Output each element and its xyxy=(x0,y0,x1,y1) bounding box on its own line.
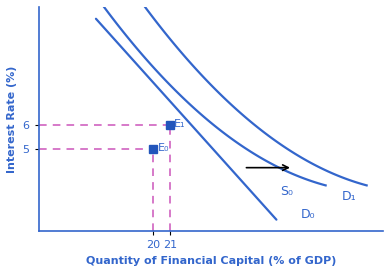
Y-axis label: Interest Rate (%): Interest Rate (%) xyxy=(7,66,17,173)
Text: S₀: S₀ xyxy=(280,185,292,198)
Text: D₁: D₁ xyxy=(342,189,357,203)
Text: E₀: E₀ xyxy=(158,143,169,153)
Text: E₁: E₁ xyxy=(174,119,185,129)
X-axis label: Quantity of Financial Capital (% of GDP): Quantity of Financial Capital (% of GDP) xyxy=(85,256,336,266)
Text: D₀: D₀ xyxy=(301,208,316,221)
